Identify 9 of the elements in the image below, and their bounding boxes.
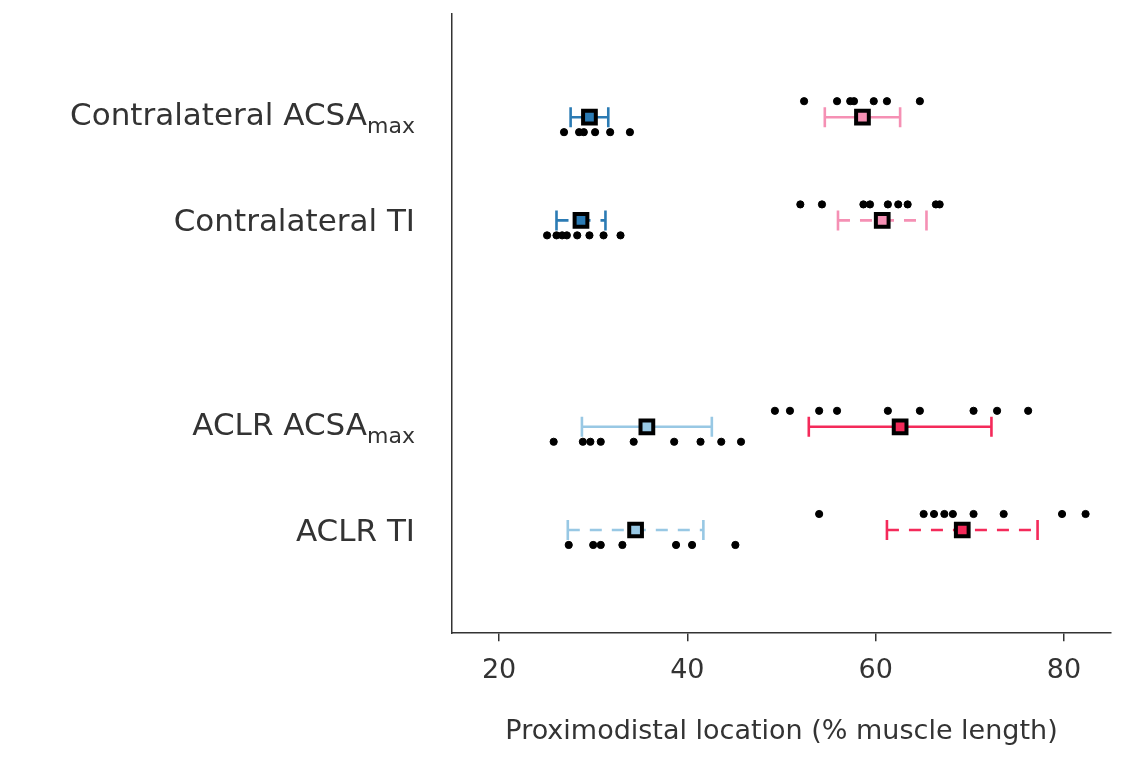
y-tick-label: ACLR TI [295,512,415,548]
x-tick-label: 60 [858,653,893,685]
x-tick-label: 20 [481,653,517,685]
x-tick-label: 80 [1046,653,1082,685]
x-tick-label: 40 [670,653,705,685]
y-tick-label: ACLR ACSA$_{max}$ [192,406,415,448]
y-tick-label: Contralateral ACSA$_{max}$ [70,96,415,138]
x-axis-title: Proximodistal location (% muscle length) [505,713,1058,745]
y-tick-label: Contralateral TI [173,202,415,239]
